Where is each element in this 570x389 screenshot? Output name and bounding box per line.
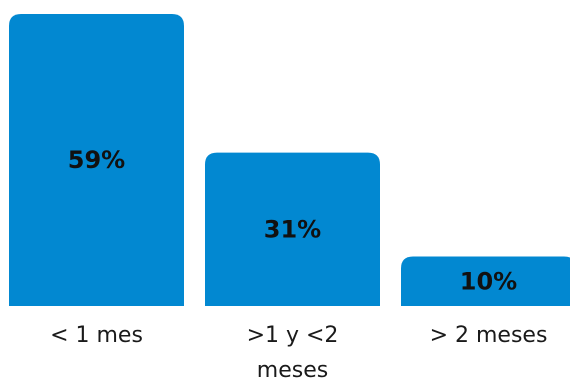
category-label-1: < 1 mes xyxy=(50,323,143,348)
category-label-line: meses xyxy=(257,358,328,383)
bar-2 xyxy=(205,152,380,306)
category-label-line: >1 y <2 xyxy=(247,323,339,348)
category-label-line: < 1 mes xyxy=(50,323,143,348)
category-label-line: > 2 meses xyxy=(430,323,548,348)
category-label-3: > 2 meses xyxy=(430,323,548,348)
bar-value-label-3: 10% xyxy=(460,267,517,295)
bar-value-label-2: 31% xyxy=(264,215,321,243)
category-label-2: >1 y <2 meses xyxy=(247,323,339,383)
bar-1 xyxy=(9,14,184,306)
bar-3 xyxy=(401,256,570,306)
bar-value-label-1: 59% xyxy=(68,146,125,174)
